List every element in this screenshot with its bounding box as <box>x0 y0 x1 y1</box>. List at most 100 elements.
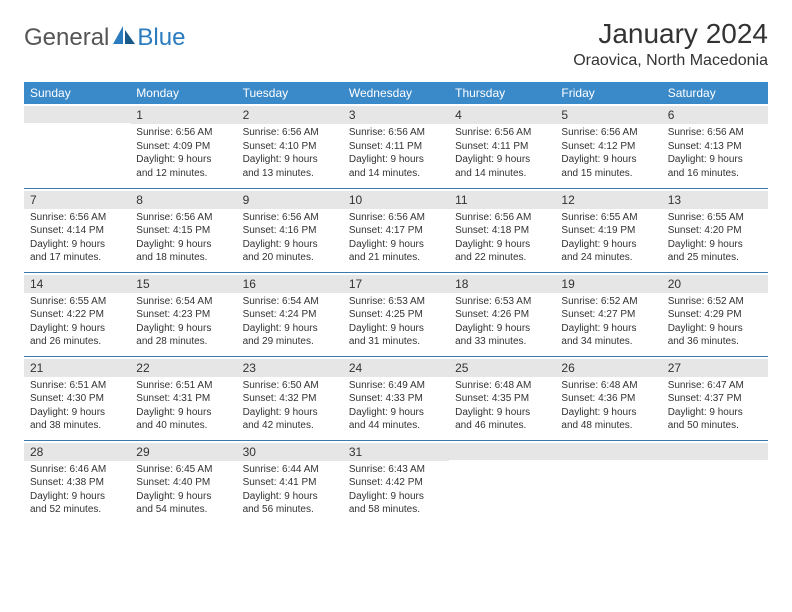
sunset-text: Sunset: 4:17 PM <box>349 224 443 238</box>
sunset-text: Sunset: 4:35 PM <box>455 392 549 406</box>
daylight-text: Daylight: 9 hours and 50 minutes. <box>668 406 762 433</box>
sunrise-text: Sunrise: 6:56 AM <box>668 126 762 140</box>
sunset-text: Sunset: 4:40 PM <box>136 476 230 490</box>
daylight-text: Daylight: 9 hours and 40 minutes. <box>136 406 230 433</box>
sunset-text: Sunset: 4:19 PM <box>561 224 655 238</box>
daylight-text: Daylight: 9 hours and 25 minutes. <box>668 238 762 265</box>
date-number: 3 <box>343 106 449 124</box>
header: General Blue January 2024 Oraovica, Nort… <box>24 18 768 70</box>
week-row: 7Sunrise: 6:56 AMSunset: 4:14 PMDaylight… <box>24 188 768 272</box>
day-cell: 7Sunrise: 6:56 AMSunset: 4:14 PMDaylight… <box>24 188 130 272</box>
sunrise-text: Sunrise: 6:55 AM <box>561 211 655 225</box>
sunrise-text: Sunrise: 6:55 AM <box>30 295 124 309</box>
sunrise-text: Sunrise: 6:56 AM <box>455 126 549 140</box>
date-number: 23 <box>237 359 343 377</box>
day-header-wednesday: Wednesday <box>343 82 449 104</box>
date-number: 6 <box>662 106 768 124</box>
daylight-text: Daylight: 9 hours and 14 minutes. <box>455 153 549 180</box>
day-cell: 19Sunrise: 6:52 AMSunset: 4:27 PMDayligh… <box>555 272 661 356</box>
daylight-text: Daylight: 9 hours and 38 minutes. <box>30 406 124 433</box>
sunrise-text: Sunrise: 6:50 AM <box>243 379 337 393</box>
sunset-text: Sunset: 4:12 PM <box>561 140 655 154</box>
sunrise-text: Sunrise: 6:56 AM <box>136 126 230 140</box>
sunset-text: Sunset: 4:13 PM <box>668 140 762 154</box>
sunrise-text: Sunrise: 6:47 AM <box>668 379 762 393</box>
empty-date-bar <box>662 443 768 460</box>
calendar-page: General Blue January 2024 Oraovica, Nort… <box>0 0 792 542</box>
day-header-thursday: Thursday <box>449 82 555 104</box>
day-details: Sunrise: 6:56 AMSunset: 4:14 PMDaylight:… <box>30 211 124 265</box>
sunrise-text: Sunrise: 6:56 AM <box>136 211 230 225</box>
day-details: Sunrise: 6:48 AMSunset: 4:36 PMDaylight:… <box>561 379 655 433</box>
sunrise-text: Sunrise: 6:48 AM <box>455 379 549 393</box>
day-header-tuesday: Tuesday <box>237 82 343 104</box>
logo: General Blue <box>24 24 185 52</box>
sunrise-text: Sunrise: 6:56 AM <box>349 211 443 225</box>
sunrise-text: Sunrise: 6:56 AM <box>30 211 124 225</box>
daylight-text: Daylight: 9 hours and 58 minutes. <box>349 490 443 517</box>
sunset-text: Sunset: 4:11 PM <box>455 140 549 154</box>
daylight-text: Daylight: 9 hours and 31 minutes. <box>349 322 443 349</box>
sunset-text: Sunset: 4:41 PM <box>243 476 337 490</box>
sunrise-text: Sunrise: 6:54 AM <box>243 295 337 309</box>
daylight-text: Daylight: 9 hours and 44 minutes. <box>349 406 443 433</box>
sunset-text: Sunset: 4:23 PM <box>136 308 230 322</box>
day-details: Sunrise: 6:55 AMSunset: 4:20 PMDaylight:… <box>668 211 762 265</box>
date-number: 17 <box>343 275 449 293</box>
day-details: Sunrise: 6:53 AMSunset: 4:25 PMDaylight:… <box>349 295 443 349</box>
day-details: Sunrise: 6:47 AMSunset: 4:37 PMDaylight:… <box>668 379 762 433</box>
day-details: Sunrise: 6:49 AMSunset: 4:33 PMDaylight:… <box>349 379 443 433</box>
daylight-text: Daylight: 9 hours and 15 minutes. <box>561 153 655 180</box>
daylight-text: Daylight: 9 hours and 56 minutes. <box>243 490 337 517</box>
sunset-text: Sunset: 4:18 PM <box>455 224 549 238</box>
week-row: 28Sunrise: 6:46 AMSunset: 4:38 PMDayligh… <box>24 440 768 524</box>
sunset-text: Sunset: 4:10 PM <box>243 140 337 154</box>
day-cell: 30Sunrise: 6:44 AMSunset: 4:41 PMDayligh… <box>237 440 343 524</box>
empty-date-bar <box>555 443 661 460</box>
day-cell: 23 Sunrise: 6:50 AMSunset: 4:32 PMDayligh… <box>237 356 343 440</box>
sunset-text: Sunset: 4:27 PM <box>561 308 655 322</box>
daylight-text: Daylight: 9 hours and 48 minutes. <box>561 406 655 433</box>
day-details: Sunrise: 6:48 AMSunset: 4:35 PMDaylight:… <box>455 379 549 433</box>
date-number: 25 <box>449 359 555 377</box>
sunset-text: Sunset: 4:33 PM <box>349 392 443 406</box>
daylight-text: Daylight: 9 hours and 20 minutes. <box>243 238 337 265</box>
daylight-text: Daylight: 9 hours and 42 minutes. <box>243 406 337 433</box>
day-details: Sunrise: 6:52 AMSunset: 4:27 PMDaylight:… <box>561 295 655 349</box>
sunrise-text: Sunrise: 6:56 AM <box>349 126 443 140</box>
daylight-text: Daylight: 9 hours and 18 minutes. <box>136 238 230 265</box>
daylight-text: Daylight: 9 hours and 36 minutes. <box>668 322 762 349</box>
empty-date-bar <box>24 106 130 123</box>
day-details: Sunrise: 6:56 AMSunset: 4:11 PMDaylight:… <box>455 126 549 180</box>
sunrise-text: Sunrise: 6:48 AM <box>561 379 655 393</box>
day-cell: 14Sunrise: 6:55 AMSunset: 4:22 PMDayligh… <box>24 272 130 356</box>
day-cell: 21Sunrise: 6:51 AMSunset: 4:30 PMDayligh… <box>24 356 130 440</box>
sunset-text: Sunset: 4:29 PM <box>668 308 762 322</box>
day-cell: 27Sunrise: 6:47 AMSunset: 4:37 PMDayligh… <box>662 356 768 440</box>
daylight-text: Daylight: 9 hours and 26 minutes. <box>30 322 124 349</box>
sunrise-text: Sunrise: 6:45 AM <box>136 463 230 477</box>
day-cell: 31Sunrise: 6:43 AMSunset: 4:42 PMDayligh… <box>343 440 449 524</box>
day-details: Sunrise: 6:44 AMSunset: 4:41 PMDaylight:… <box>243 463 337 517</box>
day-cell: 2Sunrise: 6:56 AMSunset: 4:10 PMDaylight… <box>237 104 343 188</box>
day-details: Sunrise: 6:45 AMSunset: 4:40 PMDaylight:… <box>136 463 230 517</box>
day-cell: 22Sunrise: 6:51 AMSunset: 4:31 PMDayligh… <box>130 356 236 440</box>
sunrise-text: Sunrise: 6:54 AM <box>136 295 230 309</box>
day-details: Sunrise: 6:51 AMSunset: 4:30 PMDaylight:… <box>30 379 124 433</box>
day-cell: 28Sunrise: 6:46 AMSunset: 4:38 PMDayligh… <box>24 440 130 524</box>
date-number: 8 <box>130 191 236 209</box>
day-details: Sunrise: 6:56 AMSunset: 4:16 PMDaylight:… <box>243 211 337 265</box>
day-cell: 1Sunrise: 6:56 AMSunset: 4:09 PMDaylight… <box>130 104 236 188</box>
sunset-text: Sunset: 4:32 PM <box>243 392 337 406</box>
day-header-row: Sunday Monday Tuesday Wednesday Thursday… <box>24 82 768 104</box>
sunrise-text: Sunrise: 6:46 AM <box>30 463 124 477</box>
date-number: 22 <box>130 359 236 377</box>
day-details: Sunrise: 6:53 AMSunset: 4:26 PMDaylight:… <box>455 295 549 349</box>
sunset-text: Sunset: 4:37 PM <box>668 392 762 406</box>
daylight-text: Daylight: 9 hours and 33 minutes. <box>455 322 549 349</box>
sunrise-text: Sunrise: 6:49 AM <box>349 379 443 393</box>
sunset-text: Sunset: 4:42 PM <box>349 476 443 490</box>
daylight-text: Daylight: 9 hours and 21 minutes. <box>349 238 443 265</box>
day-cell: 3Sunrise: 6:56 AMSunset: 4:11 PMDaylight… <box>343 104 449 188</box>
day-header-saturday: Saturday <box>662 82 768 104</box>
